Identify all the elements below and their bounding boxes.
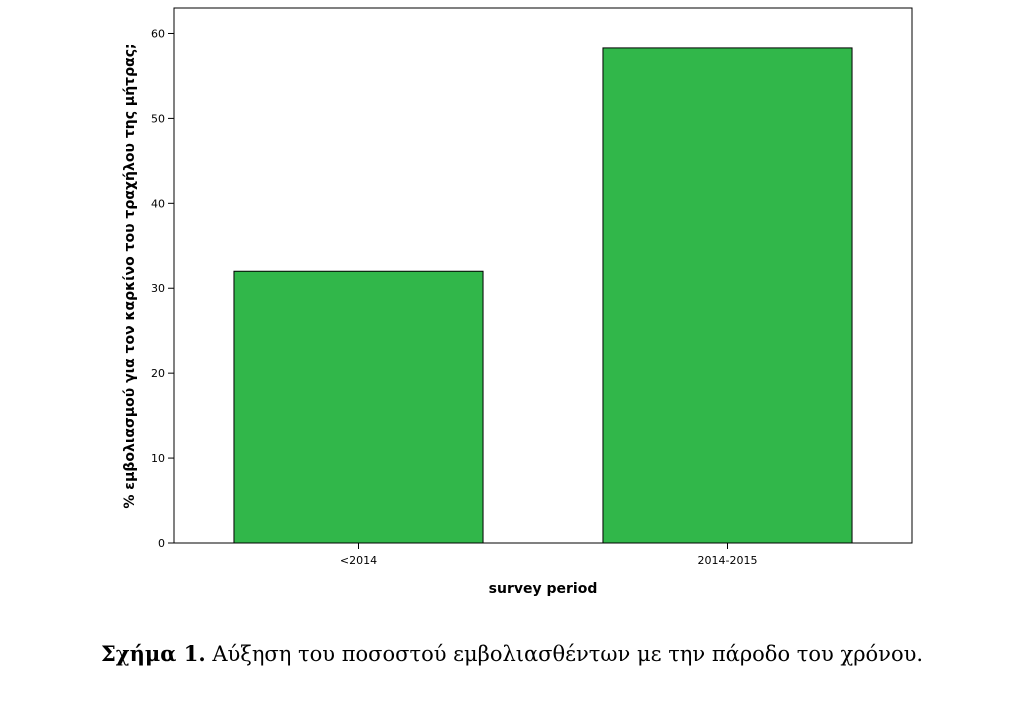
bar-chart: 0 10 20 30 40 50 60 <2014 2014-2015 % εμβολιασμ… xyxy=(122,7,913,597)
y-axis: 0 10 20 30 40 50 60 xyxy=(151,27,174,550)
x-tick-label: 2014-2015 xyxy=(698,554,758,567)
y-tick-label: 60 xyxy=(151,27,165,40)
x-axis-title: survey period xyxy=(489,581,598,597)
bar xyxy=(602,47,853,544)
x-tick-label: <2014 xyxy=(340,554,377,567)
y-tick-label: 50 xyxy=(151,112,165,125)
bar xyxy=(233,270,484,544)
y-tick-label: 30 xyxy=(151,282,165,295)
y-tick-label: 40 xyxy=(151,197,165,210)
figure-caption: Σχήμα 1. Αύξηση του ποσοστού εμβολιασθέν… xyxy=(0,641,1024,666)
y-tick-label: 20 xyxy=(151,367,165,380)
figure-caption-label: Σχήμα 1. xyxy=(100,641,206,666)
figure-caption-text: Αύξηση του ποσοστού εμβολιασθέντων με τη… xyxy=(205,642,924,666)
plot-area xyxy=(173,7,913,544)
x-axis: <2014 2014-2015 xyxy=(340,543,758,567)
y-axis-title: % εμβολιασμού για τον καρκίνο του τραχήλ… xyxy=(122,43,138,508)
bars xyxy=(233,47,853,544)
y-tick-label: 0 xyxy=(158,537,165,550)
y-tick-label: 10 xyxy=(151,452,165,465)
